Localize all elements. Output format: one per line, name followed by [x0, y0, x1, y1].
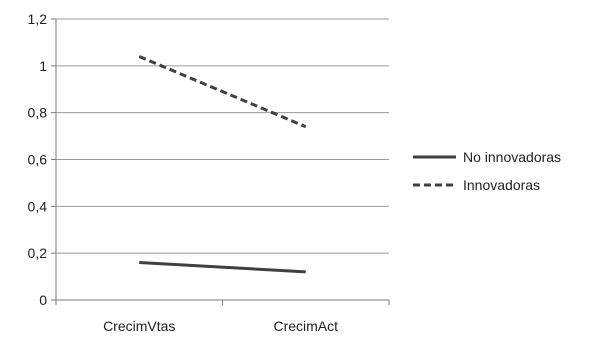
y-tick-label: 0,4 — [28, 198, 48, 214]
x-tick-label: CrecimVtas — [103, 318, 175, 334]
series-lines — [138, 55, 307, 274]
series-line-2 — [138, 55, 307, 129]
y-tick-label: 1,2 — [28, 11, 48, 27]
y-tick-label: 0,6 — [28, 152, 48, 168]
gridlines — [56, 18, 389, 254]
y-tick-label: 0,8 — [28, 105, 48, 121]
legend-label-1: No innovadoras — [463, 149, 561, 165]
axes — [51, 18, 390, 305]
legend-label-2: Innovadoras — [463, 177, 540, 193]
legend: No innovadoras Innovadoras — [413, 149, 561, 193]
y-tick-label: 1 — [39, 58, 47, 74]
x-tick-label: CrecimAct — [273, 318, 338, 334]
y-axis-ticks: 0 0,2 0,4 0,6 0,8 1 1,2 — [28, 11, 48, 308]
x-axis-ticks: CrecimVtas CrecimAct — [103, 318, 338, 334]
y-tick-label: 0 — [39, 292, 47, 308]
series-line-1 — [139, 261, 306, 274]
y-tick-label: 0,2 — [28, 245, 48, 261]
